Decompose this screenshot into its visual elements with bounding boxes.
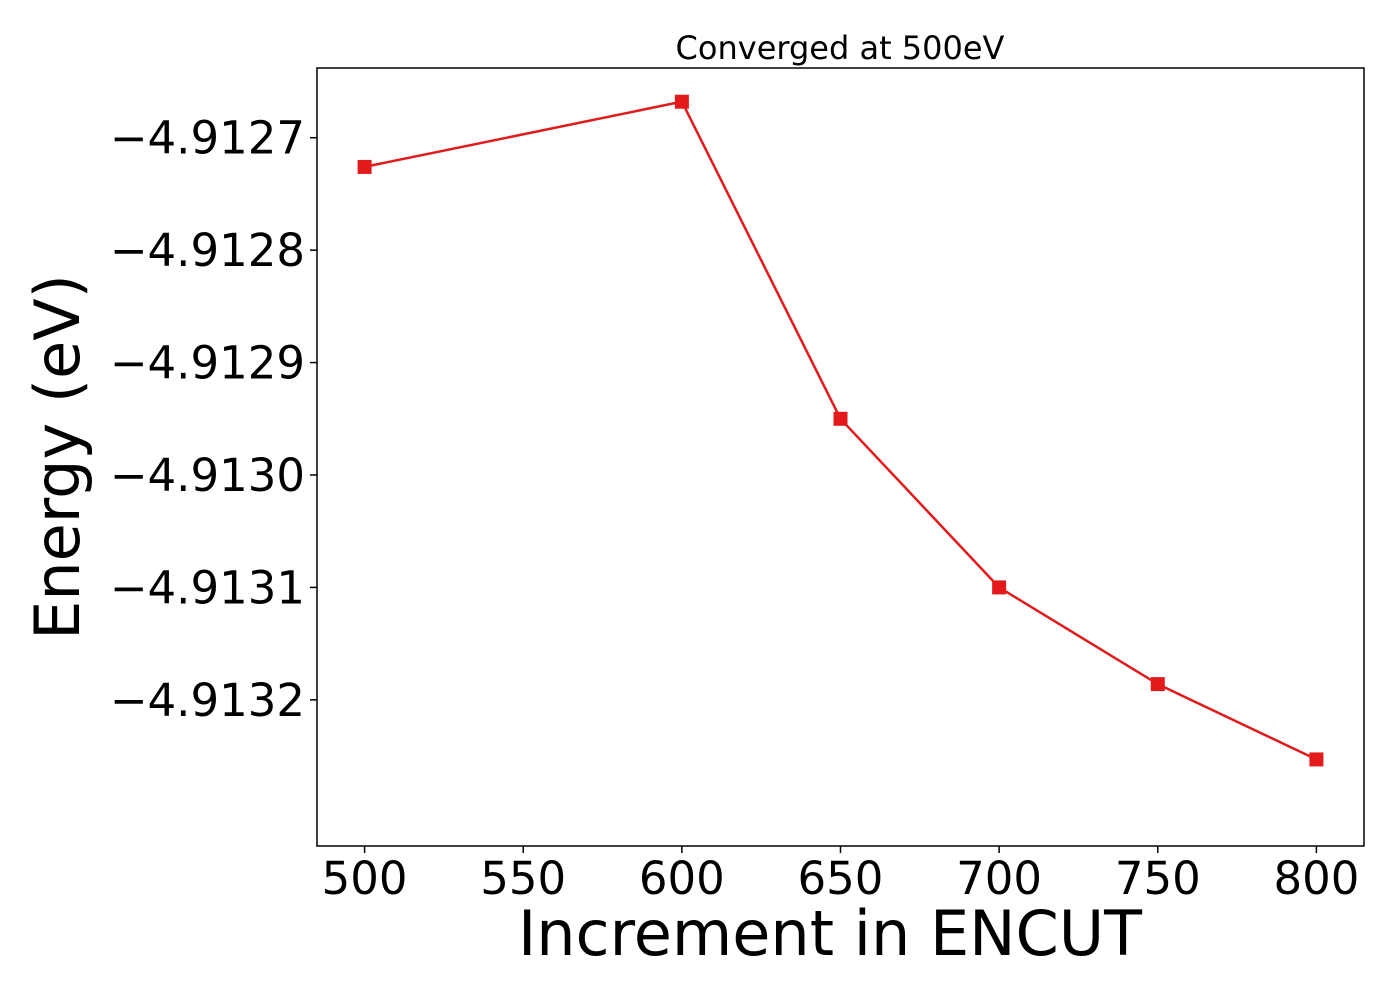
y-tick-label: −4.9127 (110, 112, 305, 165)
chart-title: Converged at 500eV (676, 29, 1005, 67)
series-line (364, 100, 1317, 761)
x-tick-label: 500 (322, 852, 408, 905)
x-tick-label: 700 (956, 852, 1042, 905)
y-tick-label: −4.9129 (110, 337, 305, 390)
x-tick-label: 750 (1115, 852, 1201, 905)
x-tick-label: 550 (480, 852, 566, 905)
data-point-marker (1150, 677, 1165, 692)
data-point-marker (992, 580, 1007, 595)
y-tick-label: −4.9128 (110, 224, 305, 277)
data-point-marker (674, 94, 689, 109)
x-tick-label: 650 (798, 852, 884, 905)
y-axis-label: Energy (eV) (21, 274, 94, 640)
y-axis-ticks: −4.9127 −4.9128 −4.9129 −4.9130 −4.9131 −4.91… (110, 112, 317, 727)
x-axis-label: Increment in ENCUT (518, 897, 1143, 970)
data-point-marker (357, 159, 372, 174)
x-tick-label: 600 (639, 852, 725, 905)
y-tick-label: −4.9130 (110, 449, 305, 502)
y-tick-label: −4.9132 (110, 674, 305, 727)
data-point-marker (1309, 752, 1324, 767)
x-axis-ticks: 500 550 600 650 700 750 800 (322, 846, 1359, 905)
data-point-marker (833, 411, 848, 426)
series-layer (357, 94, 1324, 767)
x-tick-label: 800 (1273, 852, 1359, 905)
y-tick-label: −4.9131 (110, 561, 305, 614)
